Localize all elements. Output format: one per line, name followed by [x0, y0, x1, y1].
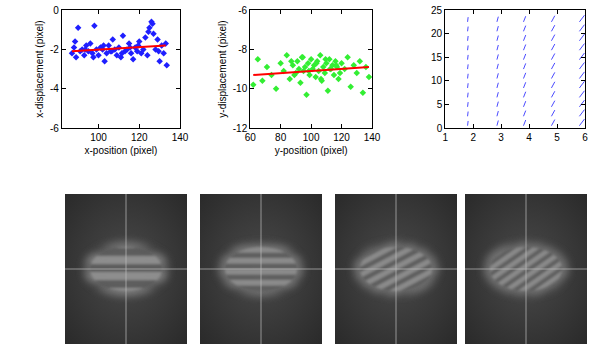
svg-text:-8: -8 [238, 44, 247, 55]
svg-text:60: 60 [245, 132, 257, 143]
svg-text:x-displacement (pixel): x-displacement (pixel) [34, 20, 45, 117]
svg-text:y-displacement (pixel): y-displacement (pixel) [217, 20, 228, 117]
svg-text:120: 120 [333, 132, 350, 143]
svg-text:3: 3 [498, 132, 504, 143]
svg-text:25: 25 [431, 5, 443, 16]
svg-text:-2: -2 [50, 44, 59, 55]
svg-text:-10: -10 [233, 83, 248, 94]
svg-text:5: 5 [437, 99, 443, 110]
svg-text:140: 140 [364, 132, 381, 143]
svg-text:100: 100 [303, 132, 320, 143]
svg-text:x-position (pixel): x-position (pixel) [84, 145, 157, 156]
svg-text:100: 100 [90, 132, 107, 143]
svg-text:2: 2 [470, 132, 476, 143]
svg-text:140: 140 [172, 132, 189, 143]
svg-text:80: 80 [275, 132, 287, 143]
svg-text:-12: -12 [233, 123, 248, 134]
svg-text:0: 0 [437, 123, 443, 134]
svg-text:1: 1 [442, 132, 448, 143]
svg-text:20: 20 [431, 28, 443, 39]
svg-text:y-position (pixel): y-position (pixel) [275, 145, 348, 156]
svg-text:6: 6 [582, 132, 588, 143]
svg-text:-6: -6 [50, 123, 59, 134]
svg-text:4: 4 [526, 132, 532, 143]
svg-text:0: 0 [53, 5, 59, 16]
svg-text:5: 5 [554, 132, 560, 143]
svg-text:15: 15 [431, 52, 443, 63]
svg-text:120: 120 [131, 132, 148, 143]
svg-text:-6: -6 [238, 5, 247, 16]
svg-text:10: 10 [431, 75, 443, 86]
svg-text:-4: -4 [50, 83, 59, 94]
